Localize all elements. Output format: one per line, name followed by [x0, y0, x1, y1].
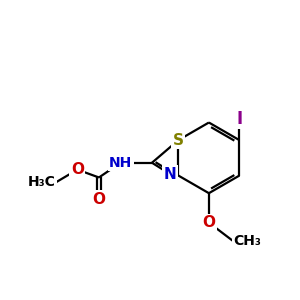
Text: CH₃: CH₃ [233, 234, 261, 248]
Text: H₃C: H₃C [28, 176, 56, 189]
Text: O: O [202, 215, 215, 230]
Text: N: N [164, 167, 176, 182]
Text: I: I [236, 110, 243, 128]
Text: S: S [173, 133, 184, 148]
Text: O: O [92, 192, 106, 207]
Text: O: O [71, 162, 84, 177]
Text: NH: NH [109, 156, 132, 170]
